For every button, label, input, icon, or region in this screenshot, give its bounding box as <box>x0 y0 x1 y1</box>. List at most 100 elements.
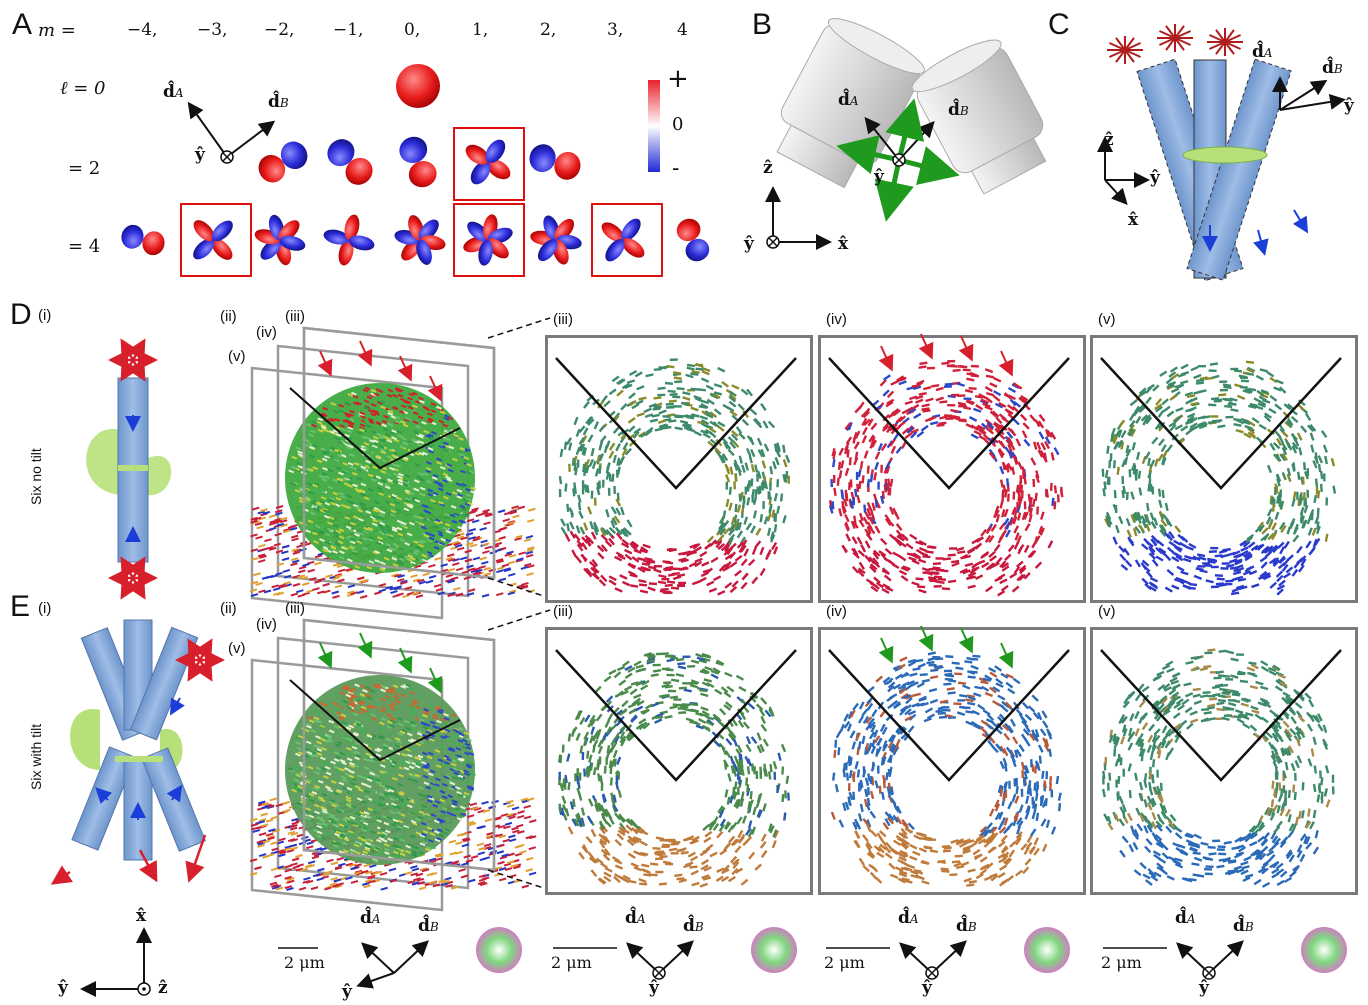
row-l0-label: ℓ = 0 <box>60 78 106 99</box>
legend-dA-3: d̂A <box>1175 908 1196 928</box>
stack-label-0: (ii) <box>220 600 237 617</box>
panel-e-sub-i: (i) <box>38 600 52 617</box>
colorbar-zero: 0 <box>672 114 684 135</box>
panel-b-z-axis-label: ẑ <box>763 158 773 178</box>
harmonic-l2-4 <box>529 144 581 180</box>
harmonic-l2-1 <box>327 139 373 185</box>
panel-b-dA-label: d̂A <box>838 90 859 110</box>
panel-c-label: C <box>1048 8 1070 41</box>
legend-dA-1: d̂A <box>625 908 646 928</box>
panel-b-y-axis-label: ŷ <box>744 234 754 254</box>
zoom-label-1: (iv) <box>826 311 847 328</box>
director-field <box>828 625 1070 887</box>
legend-dA-2: d̂A <box>898 908 919 928</box>
highlight-box-1 <box>180 203 252 277</box>
m-value-3: −1, <box>333 20 364 40</box>
stack-svg <box>249 317 551 620</box>
harmonic-l4-4 <box>394 215 446 265</box>
bottom-x-label: x̂ <box>136 906 147 926</box>
m-value-8: 4 <box>677 20 688 40</box>
spherical-harmonics-grid <box>121 64 710 277</box>
panel-c-x-axis-label: x̂ <box>1128 210 1139 230</box>
panel-e-side-label: Six with tilt <box>28 723 44 790</box>
zoom-frame-1 <box>818 625 1086 895</box>
bottom-left-axes <box>80 927 152 997</box>
panel-b-dB-label: d̂B <box>948 100 969 120</box>
zoom-label-1: (iv) <box>826 603 847 620</box>
no-tilt-rods-illustration <box>86 338 172 600</box>
panel-c-dB-label: d̂B <box>1322 58 1343 78</box>
legend-y-1: ŷ <box>649 978 659 998</box>
legend-y-2: ŷ <box>922 978 932 998</box>
panel-b-label: B <box>752 8 773 41</box>
legend-dB-0: d̂B <box>418 916 439 936</box>
m-label: m = <box>38 20 76 41</box>
panel-c-y-label: ŷ <box>1344 96 1354 116</box>
m-value-0: −4, <box>127 20 158 40</box>
harmonic-l4-6 <box>530 215 582 265</box>
director-field <box>555 649 797 888</box>
objectives-illustration <box>765 18 1047 250</box>
panel-a-axes <box>187 101 276 164</box>
stack-label-1: (iii) <box>285 308 305 325</box>
panel-a-y-label: ŷ <box>195 145 205 165</box>
zoom-label-2: (v) <box>1098 311 1116 328</box>
panel-a-label: A <box>12 8 33 41</box>
legend-y-3: ŷ <box>1199 978 1209 998</box>
colorbar <box>648 80 660 172</box>
tilted-rods-illustration <box>1097 24 1346 282</box>
panel-b-y-label: ŷ <box>874 167 884 187</box>
m-value-4: 0, <box>404 20 421 40</box>
zoom-label-2: (v) <box>1098 603 1116 620</box>
row-l4-label: = 4 <box>68 236 101 257</box>
harmonic-l4-5 <box>463 214 513 266</box>
stack-label-3: (v) <box>228 348 246 365</box>
harmonic-l2-3 <box>465 139 511 185</box>
m-value-7: 3, <box>607 20 624 40</box>
stack-label-2: (iv) <box>256 616 277 633</box>
scale-bar-label-3: 2 μm <box>1101 953 1142 972</box>
panel-a-dB-label: d̂B <box>268 92 289 112</box>
stack-label-0: (ii) <box>220 308 237 325</box>
m-value-6: 2, <box>540 20 557 40</box>
zoom-frame-0 <box>545 335 813 603</box>
zoom-frame-2 <box>1090 627 1358 895</box>
stack-svg <box>249 609 551 912</box>
panel-c-dA-label: d̂A <box>1252 42 1273 62</box>
zoom-frame-1 <box>818 333 1086 603</box>
scale-bar-label-0: 2 μm <box>284 953 325 972</box>
harmonic-l4-3 <box>323 214 375 266</box>
scale-bar-label-2: 2 μm <box>824 953 865 972</box>
harmonic-l2-0 <box>258 141 308 183</box>
legend-dB-3: d̂B <box>1233 916 1254 936</box>
harmonic-l4-2 <box>254 214 306 266</box>
harmonic-l4-7 <box>601 218 645 262</box>
harmonic-l4-1 <box>193 220 233 260</box>
panel-d-side-label: Six no tilt <box>28 448 44 505</box>
panel-d-label: D <box>10 298 32 331</box>
director-field <box>1100 357 1342 596</box>
zoom-frame-2 <box>1090 335 1358 603</box>
panel-d-sub-i: (i) <box>38 307 52 324</box>
stack-label-1: (iii) <box>285 600 305 617</box>
zoom-label-0: (iii) <box>553 311 573 328</box>
harmonic-l4-8 <box>676 218 710 262</box>
director-field <box>555 357 797 596</box>
panel-e-label: E <box>10 590 31 623</box>
highlight-box-0 <box>453 127 525 201</box>
harmonic-l0-m0 <box>396 64 440 108</box>
scale-bar-label-1: 2 μm <box>551 953 592 972</box>
colorbar-plus: + <box>667 64 689 94</box>
m-value-2: −2, <box>264 20 295 40</box>
zoom-frame-0 <box>545 627 813 895</box>
panel-c-y-axis-label: ŷ <box>1150 168 1160 188</box>
harmonic-l2-2 <box>399 136 437 188</box>
stack-label-2: (iv) <box>256 324 277 341</box>
tilted-six-rods-illustration <box>50 619 225 885</box>
legend-y-0: ŷ <box>342 982 352 1002</box>
row-l2-label: = 2 <box>68 158 101 179</box>
harmonic-l4-0 <box>121 224 165 256</box>
director-field <box>828 333 1070 597</box>
highlight-box-3 <box>591 203 663 277</box>
m-value-1: −3, <box>197 20 228 40</box>
